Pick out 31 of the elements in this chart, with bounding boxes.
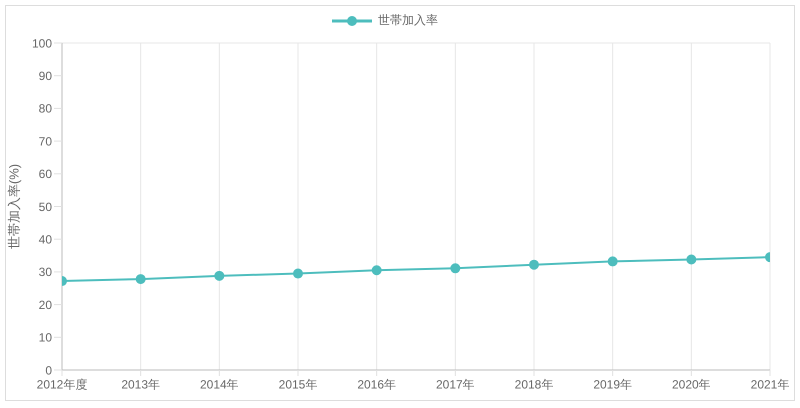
point bbox=[372, 265, 382, 276]
y-tick-label: 90 bbox=[38, 68, 52, 83]
x-tick-label: 2015年 bbox=[278, 378, 318, 392]
x-tick-label: 2013年 bbox=[121, 378, 160, 392]
point bbox=[529, 260, 539, 270]
y-tick-label: 30 bbox=[38, 265, 52, 280]
x-tick-label: 2017年 bbox=[436, 378, 475, 392]
point bbox=[686, 254, 696, 264]
y-tick-label: 10 bbox=[38, 330, 52, 345]
point bbox=[608, 256, 618, 266]
x-tick-label: 2019年 bbox=[593, 378, 632, 392]
y-tick-label: 60 bbox=[38, 167, 52, 182]
y-tick-label: 0 bbox=[45, 363, 52, 378]
x-tick-label: 2020年 bbox=[672, 378, 711, 392]
point bbox=[450, 263, 460, 274]
y-tick-label: 50 bbox=[38, 200, 52, 214]
x-tick-label: 2021年 bbox=[750, 378, 790, 392]
x-tick-label: 2018年 bbox=[514, 378, 554, 392]
y-tick-label: 40 bbox=[38, 232, 52, 246]
x-tick-label: 2014年 bbox=[200, 378, 239, 392]
y-tick-label: 100 bbox=[32, 36, 52, 50]
x-tick-label: 2016年 bbox=[357, 378, 396, 392]
point bbox=[136, 274, 146, 284]
y-tick-label: 80 bbox=[38, 102, 52, 116]
point bbox=[293, 268, 303, 279]
y-axis-title: 世帯加入率(%) bbox=[6, 164, 22, 250]
x-tick-label: 2012年度 bbox=[36, 378, 88, 392]
point bbox=[214, 270, 224, 281]
legend-label: 世帯加入率 bbox=[378, 12, 438, 29]
y-tick-label: 70 bbox=[38, 134, 52, 148]
y-tick-label: 20 bbox=[38, 298, 52, 312]
